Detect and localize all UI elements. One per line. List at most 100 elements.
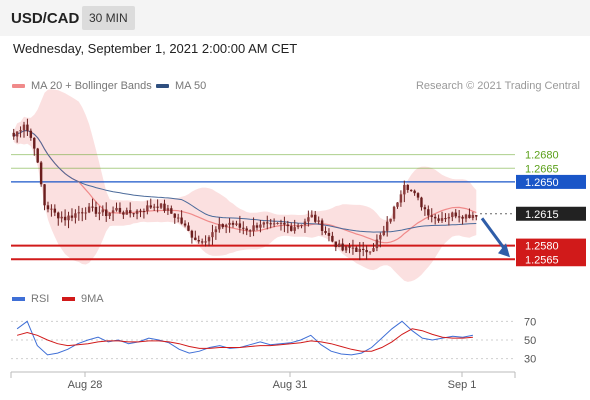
ma20-label: MA 20 + Bollinger Bands <box>31 80 152 92</box>
level-lines-layer <box>11 154 515 261</box>
candle-body <box>228 222 231 225</box>
candle-body <box>320 220 324 231</box>
candle-body <box>224 224 228 228</box>
level-label-4: 1.2580 <box>525 241 559 253</box>
x-axis: Aug 28 Aug 31 Sep 1 <box>10 371 516 391</box>
candle-body <box>358 248 361 252</box>
candle-body <box>269 223 272 225</box>
candle-body <box>183 223 187 226</box>
candle-body <box>43 184 46 206</box>
rsi-line <box>16 320 473 356</box>
candle-body <box>389 218 392 222</box>
chart-header: USD/CAD 30 MIN <box>0 0 590 36</box>
forecast-arrow-head <box>498 243 510 258</box>
9ma-swatch <box>62 297 75 302</box>
candle-body <box>399 194 403 203</box>
candle-body <box>149 205 152 208</box>
candle-body <box>327 232 331 236</box>
candle-body <box>26 124 29 131</box>
candle-body <box>125 210 128 215</box>
level-label-1: 1.2665 <box>525 163 559 175</box>
candle-body <box>317 220 320 222</box>
candle-body <box>437 218 440 221</box>
candle-body <box>60 216 63 219</box>
chart-datetime: Wednesday, September 1, 2021 2:00:00 AM … <box>13 41 298 56</box>
candle-body <box>475 215 478 217</box>
candle-body <box>406 184 409 190</box>
candle-body <box>382 230 385 236</box>
candle-body <box>132 213 135 215</box>
candle-body <box>57 212 60 219</box>
candle-body <box>344 246 348 251</box>
candle-body <box>286 224 290 227</box>
candle-body <box>255 225 259 228</box>
candle-body <box>197 240 200 242</box>
ma50-swatch <box>156 84 169 89</box>
candle-body <box>451 212 454 218</box>
candle-body <box>87 206 91 213</box>
candle-body <box>190 230 194 238</box>
candle-body <box>372 248 375 252</box>
rsi-label: RSI <box>31 293 50 305</box>
level-label-bg-2 <box>516 174 586 189</box>
candle-body <box>293 227 296 231</box>
candle-body <box>420 197 423 208</box>
candle-body <box>385 221 389 231</box>
candle-body <box>231 222 235 225</box>
candle-body <box>245 228 248 231</box>
x-tick-label: Aug 28 <box>68 379 103 391</box>
candle-body <box>471 215 475 218</box>
candle-body <box>238 223 242 228</box>
legend-ma50: MA 50 <box>156 80 206 92</box>
candle-body <box>334 241 338 248</box>
candle-body <box>105 209 108 217</box>
candle-body <box>379 235 382 240</box>
candle-body <box>108 212 111 217</box>
candle-body <box>39 162 43 185</box>
candle-body <box>447 217 451 219</box>
candle-body <box>307 217 310 222</box>
candle-body <box>279 222 283 224</box>
candle-body <box>416 193 420 198</box>
candle-body <box>430 215 433 217</box>
rsi-tick-70: 70 <box>524 316 536 328</box>
candle-body <box>91 206 94 208</box>
candle-body <box>296 225 300 228</box>
candle-body <box>468 214 471 218</box>
copyright-text: Research © 2021 Trading Central <box>415 80 580 92</box>
candle-body <box>70 215 74 218</box>
candle-body <box>170 208 173 214</box>
candle-body <box>331 235 334 242</box>
bollinger-band-layer <box>13 89 477 282</box>
candle-body <box>341 243 344 251</box>
candle-body <box>409 189 413 191</box>
candle-body <box>248 230 252 232</box>
rsi-tick-30: 30 <box>524 354 536 366</box>
candle-body <box>235 223 238 225</box>
candle-body <box>300 224 303 226</box>
candle-body <box>454 212 457 217</box>
candle-body <box>444 218 447 220</box>
level-label-bg-4 <box>516 238 586 253</box>
candle-body <box>375 239 379 249</box>
candle-body <box>146 205 149 212</box>
candle-body <box>163 203 166 211</box>
candle-body <box>194 237 197 241</box>
candle-body <box>355 247 358 252</box>
candle-body <box>324 230 327 233</box>
candle-body <box>77 212 81 214</box>
candle-body <box>129 210 132 214</box>
candle-body <box>46 205 50 210</box>
candle-body <box>221 224 224 228</box>
level-label-3: 1.2615 <box>525 209 559 221</box>
candle-body <box>98 212 101 214</box>
candle-body <box>211 232 214 238</box>
candle-body <box>214 229 218 233</box>
candle-body <box>204 241 207 243</box>
timeframe-badge[interactable]: 30 MIN <box>82 6 135 30</box>
candle-body <box>19 130 22 132</box>
x-tick-label: Aug 31 <box>273 379 308 391</box>
candle-body <box>94 206 98 214</box>
candle-body <box>111 210 115 213</box>
candle-body <box>396 202 399 207</box>
